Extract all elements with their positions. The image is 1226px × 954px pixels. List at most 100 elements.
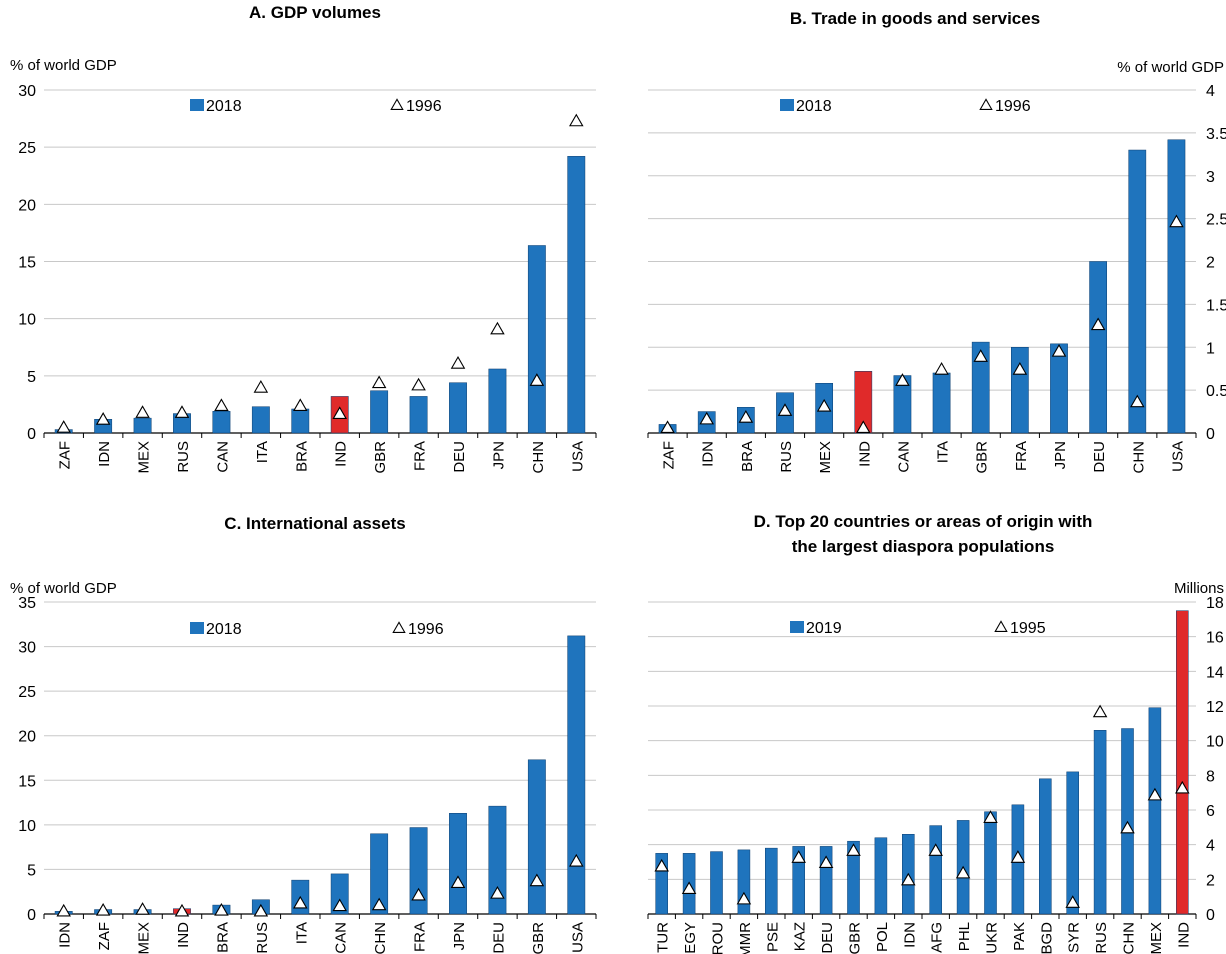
marker-mex	[816, 398, 832, 412]
x-tick-label: CAN	[333, 922, 350, 954]
y-tick-label: 15	[18, 255, 36, 272]
legend-marker-label: 1996	[406, 98, 442, 115]
marker-mex	[1147, 787, 1163, 801]
bar-ita	[932, 372, 951, 434]
x-tick-label: GBR	[847, 922, 864, 954]
marker-chn	[371, 897, 387, 911]
y-tick-label: 0.5	[1206, 383, 1226, 400]
x-tick-label: DEU	[1091, 441, 1108, 473]
marker-deu	[1090, 317, 1106, 331]
marker-ind	[174, 903, 190, 917]
x-tick-label: GBR	[974, 441, 991, 474]
x-tick-label: FRA	[412, 441, 429, 471]
legend: 2018 1996	[780, 98, 1031, 115]
y-tick-label: 2	[1206, 255, 1215, 272]
marker-gbr	[529, 873, 545, 887]
x-tick-label: BRA	[214, 922, 231, 953]
x-tick-label: CAN	[895, 441, 912, 473]
panel-title: C. International assets	[224, 514, 405, 533]
legend-bar-swatch	[780, 99, 794, 111]
bar-jpn	[1050, 343, 1068, 434]
panel-d: D. Top 20 countries or areas of origin w…	[647, 512, 1224, 954]
legend: 2019 1995	[790, 620, 1046, 637]
marker-pak	[1010, 850, 1026, 863]
x-tick-label: IND	[333, 441, 350, 467]
x-tick-label: DEU	[451, 441, 468, 473]
bar-deu	[1089, 261, 1108, 434]
bar-chn	[370, 833, 389, 915]
legend-bar-swatch	[190, 622, 204, 634]
bar-usa	[567, 156, 586, 434]
x-tick-label: JPN	[1052, 441, 1069, 469]
x-tick-label: CHN	[1121, 922, 1138, 954]
x-tick-label: USA	[569, 922, 586, 953]
x-tick-label: CHN	[1130, 441, 1147, 474]
x-tick-label: GBR	[530, 922, 547, 954]
marker-chn	[1130, 394, 1145, 408]
marker-zaf	[660, 420, 675, 434]
marker-idn	[699, 411, 714, 425]
x-tick-label: MEX	[136, 441, 153, 474]
legend: 2018 1996	[190, 621, 444, 638]
y-tick-label: 20	[18, 729, 36, 746]
bar-fra	[409, 396, 428, 434]
marker-usa	[569, 113, 584, 127]
legend-triangle-icon	[390, 98, 404, 110]
x-tick-label: RUS	[1093, 922, 1110, 954]
x-tick-label: IDN	[96, 441, 113, 467]
y-tick-label: 20	[18, 197, 36, 214]
legend-bar-label: 2018	[796, 98, 832, 115]
x-tick-label: ITA	[254, 441, 271, 463]
y-axis-unit-label: % of world GDP	[1117, 59, 1224, 76]
panel-b: B. Trade in goods and services % of world…	[647, 9, 1226, 474]
panel-title: B. Trade in goods and services	[790, 9, 1040, 28]
marker-egy	[681, 881, 697, 895]
marker-deu	[450, 356, 466, 369]
x-tick-label: PAK	[1011, 922, 1028, 951]
marker-jpn	[450, 875, 466, 888]
marker-can	[332, 898, 347, 912]
x-tick-label: AFG	[929, 922, 946, 953]
y-tick-label: 2	[1206, 872, 1215, 889]
bar-bra	[291, 408, 310, 434]
y-tick-label: 5	[27, 369, 36, 386]
marker-mmr	[736, 891, 752, 905]
x-tick-label: MEX	[136, 922, 153, 954]
legend-triangle-icon	[994, 620, 1008, 632]
bar-usa	[567, 635, 586, 915]
marker-rus	[174, 405, 190, 418]
y-tick-label: 0	[27, 907, 36, 924]
bar-jpn	[449, 813, 467, 915]
y-axis-unit-label: % of world GDP	[10, 57, 117, 74]
bar-can	[330, 873, 349, 915]
x-tick-label: DEU	[490, 922, 507, 954]
bar-deu	[449, 382, 467, 434]
marker-can	[895, 373, 910, 386]
x-tick-label: USA	[1169, 441, 1186, 472]
x-tick-label: IND	[1175, 922, 1192, 948]
x-tick-label: ITA	[293, 922, 310, 944]
marker-afg	[928, 843, 943, 856]
y-tick-label: 0	[27, 426, 36, 443]
x-tick-label: ROU	[710, 922, 727, 954]
bar-chn	[527, 245, 546, 434]
y-tick-label: 1	[1206, 340, 1215, 357]
panel-title: D. Top 20 countries or areas of origin w…	[754, 512, 1093, 531]
x-tick-label: BGD	[1038, 922, 1055, 954]
x-tick-label: IDN	[901, 922, 918, 948]
x-tick-label: TUR	[655, 922, 672, 953]
x-tick-label: CAN	[214, 441, 231, 473]
bar-mex	[133, 417, 152, 434]
y-tick-label: 25	[18, 684, 36, 701]
marker-usa	[1169, 214, 1184, 228]
panel-a: A. GDP volumes % of world GDP 0 5 10 15 20 25 30…	[10, 3, 597, 474]
marker-fra	[1012, 362, 1028, 375]
x-tick-label: RUS	[175, 441, 192, 473]
bar-gbr	[971, 341, 990, 434]
y-tick-label: 30	[18, 83, 36, 100]
legend: 2018 1996	[190, 98, 442, 115]
y-tick-label: 12	[1206, 699, 1224, 716]
x-tick-label: IDN	[700, 441, 717, 467]
y-tick-label: 25	[18, 140, 36, 157]
marker-rus	[777, 403, 793, 416]
